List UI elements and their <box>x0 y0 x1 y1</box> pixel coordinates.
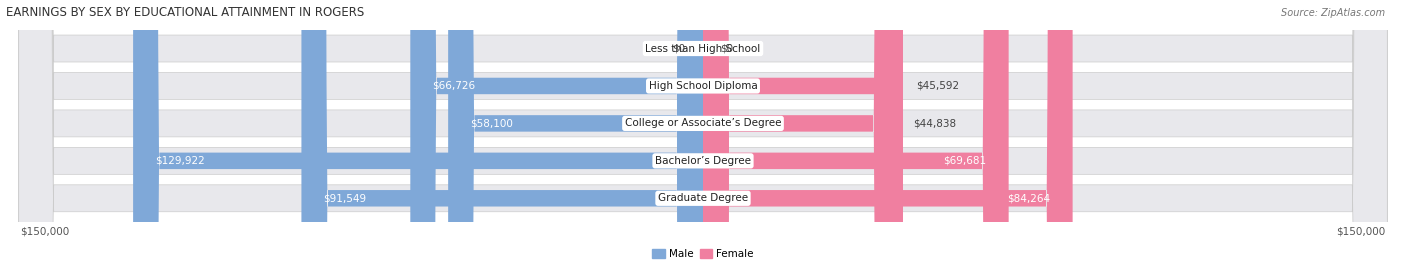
Text: $84,264: $84,264 <box>1008 193 1050 203</box>
Text: $69,681: $69,681 <box>943 156 987 166</box>
FancyBboxPatch shape <box>18 0 1388 268</box>
Text: $91,549: $91,549 <box>323 193 367 203</box>
Text: $44,838: $44,838 <box>912 118 956 128</box>
FancyBboxPatch shape <box>18 0 1388 268</box>
Text: $66,726: $66,726 <box>432 81 475 91</box>
Text: Bachelor’s Degree: Bachelor’s Degree <box>655 156 751 166</box>
FancyBboxPatch shape <box>134 0 703 268</box>
Text: Less than High School: Less than High School <box>645 43 761 54</box>
FancyBboxPatch shape <box>703 0 900 268</box>
Text: $45,592: $45,592 <box>917 81 959 91</box>
FancyBboxPatch shape <box>703 0 903 268</box>
FancyBboxPatch shape <box>18 0 1388 268</box>
FancyBboxPatch shape <box>18 0 1388 268</box>
Text: $0: $0 <box>672 43 686 54</box>
FancyBboxPatch shape <box>703 0 1008 268</box>
Text: Graduate Degree: Graduate Degree <box>658 193 748 203</box>
Text: Source: ZipAtlas.com: Source: ZipAtlas.com <box>1281 8 1385 18</box>
FancyBboxPatch shape <box>301 0 703 268</box>
Text: High School Diploma: High School Diploma <box>648 81 758 91</box>
Text: $0: $0 <box>720 43 734 54</box>
Text: $129,922: $129,922 <box>155 156 205 166</box>
FancyBboxPatch shape <box>703 0 1073 268</box>
Text: $58,100: $58,100 <box>470 118 513 128</box>
Text: College or Associate’s Degree: College or Associate’s Degree <box>624 118 782 128</box>
FancyBboxPatch shape <box>411 0 703 268</box>
Text: EARNINGS BY SEX BY EDUCATIONAL ATTAINMENT IN ROGERS: EARNINGS BY SEX BY EDUCATIONAL ATTAINMEN… <box>6 6 364 19</box>
FancyBboxPatch shape <box>449 0 703 268</box>
FancyBboxPatch shape <box>18 0 1388 268</box>
Legend: Male, Female: Male, Female <box>652 250 754 259</box>
